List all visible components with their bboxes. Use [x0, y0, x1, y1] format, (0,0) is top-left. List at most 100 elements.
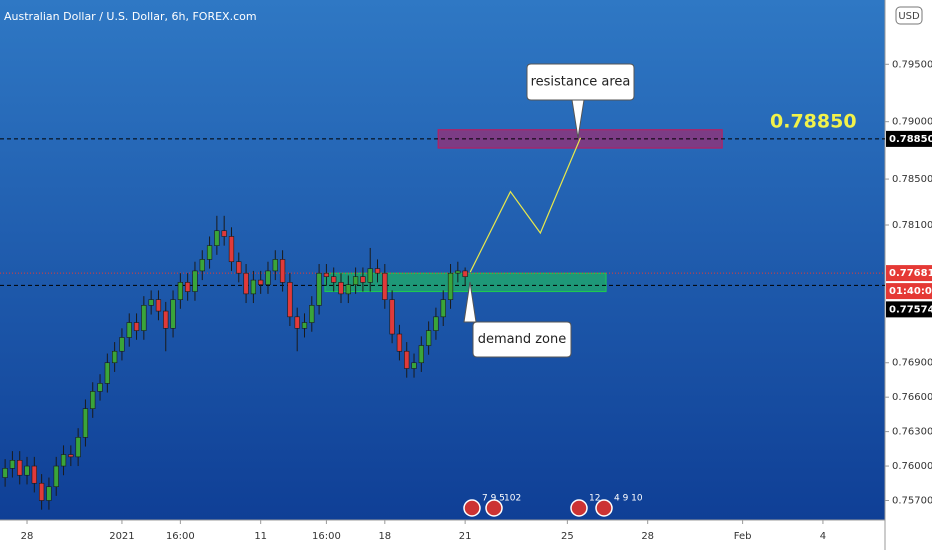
- projection-line: [469, 137, 582, 273]
- candle-body: [418, 345, 424, 364]
- candle-body: [214, 230, 220, 246]
- level-badge: [886, 130, 932, 147]
- event-icon[interactable]: [485, 499, 503, 517]
- candle-body: [309, 305, 315, 323]
- x-tick-label: 16:00: [166, 531, 195, 542]
- currency-button[interactable]: [895, 6, 923, 25]
- candle-body: [404, 350, 410, 369]
- candle-body: [301, 322, 308, 329]
- event-icon[interactable]: [595, 499, 613, 517]
- callout-box: [472, 321, 572, 358]
- candle-body: [2, 468, 8, 478]
- candle-body: [17, 460, 23, 476]
- candle-body: [352, 276, 359, 285]
- candle-body: [455, 270, 461, 274]
- y-tick-label: 0.76600: [892, 392, 932, 403]
- callout-text: resistance area: [531, 75, 631, 90]
- candle-body: [316, 272, 322, 306]
- candle-body: [221, 230, 227, 237]
- x-tick-label: 25: [561, 531, 574, 542]
- candle-body: [199, 259, 205, 272]
- countdown-badge: [886, 283, 932, 300]
- y-tick-label: 0.76300: [892, 427, 932, 438]
- last-price-text: 0.77681: [889, 268, 932, 279]
- candle-body: [331, 276, 337, 283]
- candle-body: [338, 282, 344, 295]
- callout-box: [526, 63, 635, 101]
- event-icon[interactable]: [463, 499, 481, 517]
- candle-body: [185, 282, 191, 292]
- plot-background: [0, 0, 885, 520]
- candle-body: [104, 362, 110, 384]
- candle-body: [90, 391, 96, 409]
- candle-body: [440, 299, 446, 318]
- callout-pointer: [463, 281, 477, 323]
- candle-body: [38, 482, 45, 501]
- candle-body: [447, 272, 454, 300]
- candle-body: [206, 245, 213, 260]
- y-tick-label: 0.79500: [892, 59, 932, 70]
- callout-pointer: [571, 99, 585, 139]
- x-tick-label: 2021: [109, 531, 134, 542]
- candle-body: [243, 272, 249, 295]
- candle-body: [265, 270, 271, 285]
- chart-title: Australian Dollar / U.S. Dollar, 6h, FOR…: [4, 10, 257, 23]
- candle-body: [133, 322, 140, 331]
- x-tick-label: Feb: [734, 531, 752, 542]
- callout-text: demand zone: [478, 332, 567, 347]
- event-label: 12: [589, 494, 600, 504]
- x-tick-label: 4: [820, 531, 826, 542]
- level-text: 0.78850: [889, 134, 932, 145]
- candle-body: [250, 279, 257, 295]
- candle-body: [294, 316, 300, 329]
- y-tick-label: 0.79000: [892, 117, 932, 128]
- candle-body: [60, 454, 67, 467]
- candle-body: [163, 310, 169, 329]
- candle-body: [367, 268, 373, 283]
- event-label: 7 9 5: [482, 494, 505, 504]
- candle-body: [360, 276, 366, 283]
- level-badge: [886, 301, 932, 318]
- candle-body: [411, 362, 417, 369]
- x-tick-label: 18: [378, 531, 391, 542]
- candle-body: [287, 282, 293, 318]
- candle-body: [126, 322, 132, 338]
- last-price-badge: [886, 265, 932, 282]
- event-icon[interactable]: [570, 499, 588, 517]
- candle-body: [279, 259, 286, 283]
- candle-body: [155, 299, 162, 312]
- candle-body: [389, 299, 395, 335]
- y-tick-label: 0.75700: [892, 495, 932, 506]
- candle-body: [433, 316, 439, 331]
- x-tick-label: 16:00: [312, 531, 341, 542]
- candle-body: [141, 305, 147, 331]
- x-tick-label: 28: [641, 531, 654, 542]
- y-tick-label: 0.76900: [892, 358, 932, 369]
- level-text: 0.77574: [889, 304, 932, 315]
- x-tick-label: 21: [459, 531, 472, 542]
- x-tick-label: 28: [21, 531, 34, 542]
- candle-body: [82, 408, 89, 438]
- candle-body: [119, 337, 125, 352]
- event-label: 102: [504, 494, 521, 504]
- currency-label: USD: [898, 11, 920, 22]
- candle-body: [272, 259, 278, 272]
- y-tick-label: 0.78500: [892, 174, 932, 185]
- y-tick-label: 0.78100: [892, 220, 932, 231]
- candle-body: [258, 279, 264, 285]
- candle-body: [68, 454, 74, 458]
- candle-body: [9, 460, 16, 469]
- candle-body: [148, 299, 154, 306]
- candle-body: [374, 268, 381, 274]
- candle-body: [345, 284, 351, 295]
- candle-body: [75, 437, 81, 458]
- candle-body: [192, 270, 198, 292]
- y-tick-label: 0.76000: [892, 461, 932, 472]
- candle-body: [97, 383, 103, 392]
- level-annotation: 0.78850: [770, 110, 857, 132]
- candle-body: [425, 330, 432, 346]
- candle-body: [228, 236, 235, 263]
- event-label: 4 9 10: [614, 494, 643, 504]
- candle-body: [236, 261, 242, 274]
